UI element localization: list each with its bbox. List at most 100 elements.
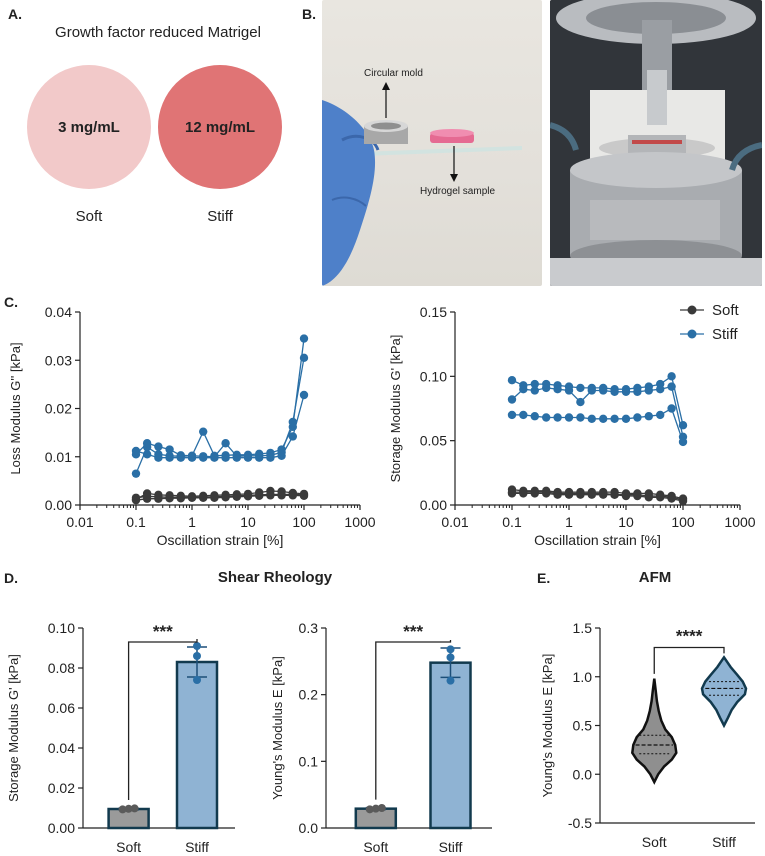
data-point-stiff [667, 372, 676, 381]
y-tick-label: 0.00 [45, 497, 72, 513]
data-point-stiff [576, 397, 585, 407]
data-point-stiff [598, 414, 608, 423]
storage-bar-chart: 0.00 0.02 0.04 0.06 0.08 0.10 Storage Modulus … [6, 620, 235, 855]
data-point-soft [678, 496, 688, 506]
significance-stars: **** [676, 627, 703, 646]
x-tick-label: Stiff [439, 839, 463, 855]
y-tick-label: 0.0 [573, 766, 593, 782]
replicate-point-soft [118, 805, 127, 814]
series-line-soft [135, 490, 305, 500]
youngs-bar-chart: 0.0 0.1 0.2 0.3 Young's Modulus E [kPa] Soft S… [270, 620, 492, 855]
data-point-stiff [131, 446, 141, 456]
x-tick-label: 0.1 [126, 514, 146, 530]
data-point-soft [277, 491, 286, 500]
x-tick-label: Soft [363, 839, 388, 855]
data-point-soft [507, 489, 517, 498]
data-point-soft [598, 490, 608, 499]
data-point-stiff [530, 386, 539, 395]
y-tick-label: 0.02 [45, 401, 72, 417]
data-point-stiff [655, 385, 665, 394]
data-point-stiff [154, 442, 163, 451]
data-point-stiff [553, 385, 562, 394]
data-point-stiff [576, 413, 585, 422]
y-tick-label: -0.5 [568, 815, 592, 831]
replicate-point-stiff [446, 645, 455, 654]
data-point-soft [530, 489, 539, 498]
panel-e-label: E. [537, 570, 551, 586]
panel-c-label: C. [4, 294, 18, 310]
y-tick-label: 0.04 [48, 740, 75, 756]
data-point-stiff [541, 413, 551, 422]
y-tick-label: 0.3 [299, 620, 319, 636]
bar-stiff [175, 660, 219, 830]
data-point-soft [255, 491, 264, 501]
data-point-stiff [255, 453, 264, 462]
x-tick-label: Soft [116, 839, 141, 855]
replicate-point-stiff [446, 653, 455, 662]
y-tick-label: 0.02 [48, 780, 75, 796]
y-tick-label: 0.00 [48, 820, 75, 836]
data-point-stiff [667, 404, 676, 413]
stiff-label: Stiff [207, 208, 233, 225]
rheometer-photo-art [550, 0, 762, 286]
violin-soft [631, 678, 678, 785]
data-point-stiff [587, 414, 597, 423]
data-point-stiff [199, 427, 208, 436]
data-point-stiff [598, 386, 608, 395]
significance-bracket [375, 640, 452, 800]
data-point-soft [131, 495, 141, 505]
data-point-stiff [176, 453, 186, 462]
y-tick-label: 0.04 [45, 304, 72, 320]
rheometer-photo [550, 0, 762, 286]
data-point-soft [142, 494, 152, 503]
data-point-stiff [165, 453, 174, 462]
data-point-soft [655, 493, 665, 502]
series-line-soft [135, 494, 305, 501]
series-line-stiff [135, 394, 305, 459]
replicate-point-stiff [446, 676, 455, 685]
data-point-stiff [678, 437, 688, 447]
significance-stars: *** [403, 622, 423, 641]
data-point-soft [154, 494, 163, 503]
x-tick-label: Stiff [185, 839, 209, 855]
data-point-soft [243, 492, 253, 501]
data-point-stiff [655, 410, 665, 420]
y-tick-label: 0.15 [420, 304, 447, 320]
data-point-soft [587, 490, 597, 499]
x-tick-label: 0.01 [66, 514, 93, 530]
panel-d-label: D. [4, 570, 18, 586]
data-point-stiff [221, 453, 230, 462]
y-axis-label: Storage Modulus G' [kPa] [388, 335, 403, 483]
hydrogel-photo: Circular mold Hydrogel sample [322, 0, 542, 286]
y-tick-label: 0.2 [299, 687, 319, 703]
panel-a-title: Growth factor reduced Matrigel [55, 24, 261, 41]
data-point-stiff [232, 453, 242, 462]
legend-marker-soft [687, 305, 697, 315]
y-axis-label: Loss Modulus G'' [kPa] [8, 342, 23, 474]
x-tick-label: 0.1 [502, 514, 522, 530]
x-tick-label: 1000 [344, 514, 375, 530]
y-tick-label: 0.10 [48, 620, 75, 636]
significance-bracket [127, 639, 198, 800]
data-point-stiff [187, 453, 197, 462]
data-point-soft [621, 491, 631, 501]
x-tick-label: 0.01 [441, 514, 468, 530]
data-point-stiff [210, 453, 219, 462]
data-point-soft [288, 491, 298, 500]
data-point-stiff [142, 450, 152, 459]
data-point-stiff [610, 414, 619, 423]
data-point-soft [232, 492, 242, 501]
y-tick-label: 0.00 [420, 497, 447, 513]
y-tick-label: 1.0 [573, 669, 593, 685]
data-point-stiff [299, 334, 309, 343]
data-point-stiff [277, 451, 286, 460]
data-point-stiff [621, 387, 631, 396]
significance-bracket [653, 646, 725, 674]
y-tick-label: 0.5 [573, 718, 593, 734]
data-point-soft [165, 494, 174, 503]
replicate-point-soft [365, 805, 374, 814]
storage-modulus-chart: 0.00 0.05 0.10 0.15 Storage Modulus G' [kPa]… [388, 302, 756, 548]
series-line-stiff [135, 338, 305, 474]
soft-label: Soft [75, 208, 103, 225]
x-tick-label: 1 [565, 514, 573, 530]
